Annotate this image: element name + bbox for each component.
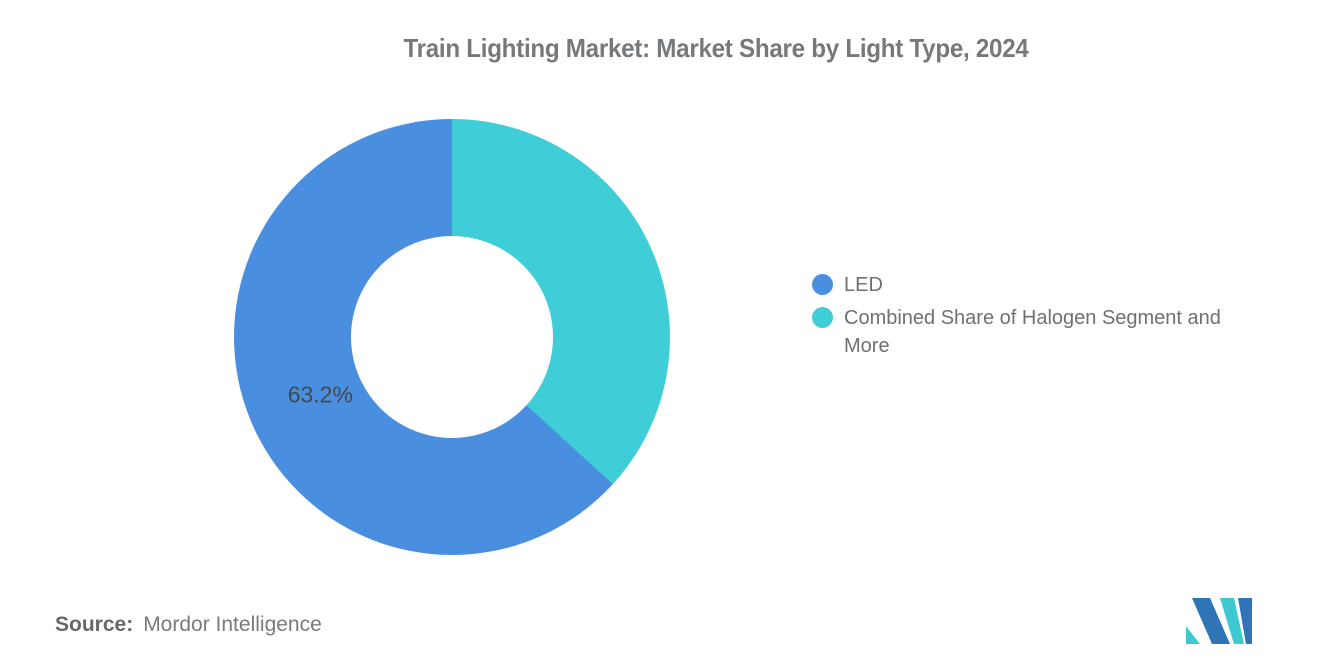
logo-blue-stroke xyxy=(1192,598,1230,644)
logo-teal-stroke xyxy=(1220,598,1244,644)
source-line: Source: Mordor Intelligence xyxy=(55,613,322,637)
source-text: Mordor Intelligence xyxy=(143,613,322,636)
legend-label-halogen: Combined Share of Halogen Segment and Mo… xyxy=(844,307,1221,357)
source-label: Source: xyxy=(55,613,134,636)
legend: LED Combined Share of Halogen Segment an… xyxy=(812,271,1244,360)
legend-marker-halogen[interactable] xyxy=(812,307,833,328)
legend-label-led: LED xyxy=(844,274,883,296)
slice-data-label: 63.2% xyxy=(287,381,353,408)
mordor-intelligence-logo xyxy=(1186,598,1252,644)
logo-teal-triangle xyxy=(1186,626,1200,644)
donut-hole xyxy=(351,236,553,438)
donut-chart: 63.2% xyxy=(234,119,670,555)
logo-blue-bar xyxy=(1238,598,1252,644)
legend-marker-led[interactable] xyxy=(812,274,833,295)
chart-title: Train Lighting Market: Market Share by L… xyxy=(403,33,1029,63)
legend-item-led[interactable]: LED xyxy=(812,271,1244,299)
legend-item-halogen[interactable]: Combined Share of Halogen Segment and Mo… xyxy=(812,304,1244,360)
